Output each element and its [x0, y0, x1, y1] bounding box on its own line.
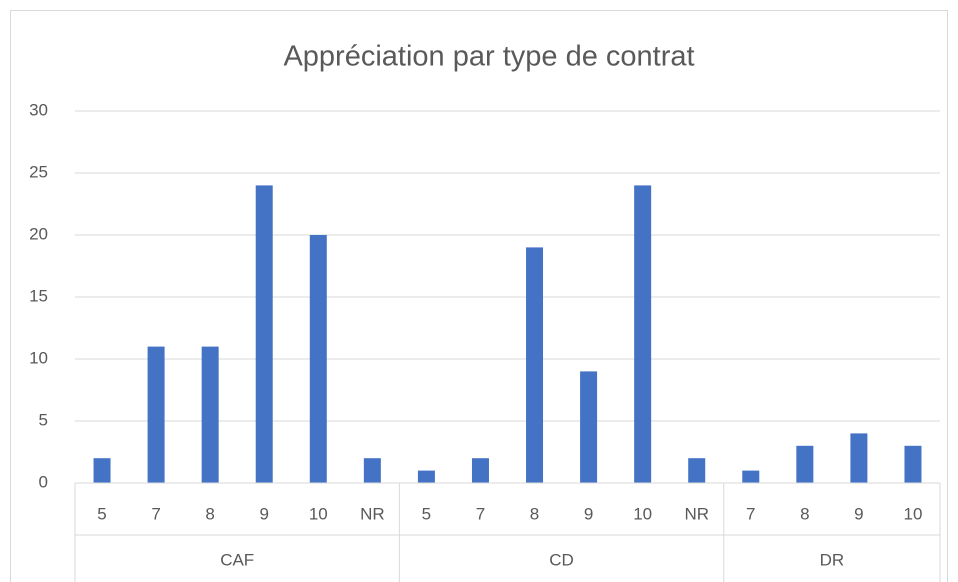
bar — [904, 445, 922, 483]
x-tick-label: 9 — [584, 504, 593, 523]
bar — [471, 458, 489, 483]
x-tick-label: 8 — [530, 504, 539, 523]
group-label: DR — [820, 550, 845, 569]
bar — [742, 470, 760, 483]
bar — [309, 235, 327, 483]
x-tick-label: 9 — [854, 504, 863, 523]
y-tick-label: 10 — [29, 348, 48, 367]
chart-title: Appréciation par type de contrat — [283, 41, 694, 73]
x-tick-label: 7 — [151, 504, 160, 523]
x-tick-label: 10 — [633, 504, 652, 523]
bar — [526, 247, 544, 483]
x-tick-label: 7 — [746, 504, 755, 523]
y-tick-label: 5 — [39, 410, 48, 429]
y-tick-label: 20 — [29, 224, 48, 243]
chart-frame — [10, 10, 948, 582]
x-tick-label: 10 — [904, 504, 923, 523]
y-tick-label: 30 — [29, 100, 48, 119]
bar — [93, 458, 111, 483]
x-tick-label: 8 — [205, 504, 214, 523]
x-tick-label: 5 — [422, 504, 431, 523]
y-tick-label: 25 — [29, 162, 48, 181]
x-tick-label: NR — [684, 504, 709, 523]
x-tick-label: 9 — [259, 504, 268, 523]
bar — [580, 371, 598, 483]
y-tick-label: 15 — [29, 286, 48, 305]
x-tick-label: 7 — [476, 504, 485, 523]
bar — [255, 185, 273, 483]
x-tick-label: 5 — [97, 504, 106, 523]
x-tick-label: 8 — [800, 504, 809, 523]
y-tick-label: 0 — [39, 472, 48, 491]
bar — [363, 458, 381, 483]
bar — [147, 346, 165, 483]
group-label: CAF — [220, 550, 254, 569]
x-tick-label: 10 — [309, 504, 328, 523]
bar — [201, 346, 219, 483]
bar — [634, 185, 652, 483]
x-tick-label: NR — [360, 504, 385, 523]
bar — [417, 470, 435, 483]
bar — [850, 433, 868, 483]
bar — [688, 458, 706, 483]
bar — [796, 445, 814, 483]
group-label: CD — [549, 550, 574, 569]
